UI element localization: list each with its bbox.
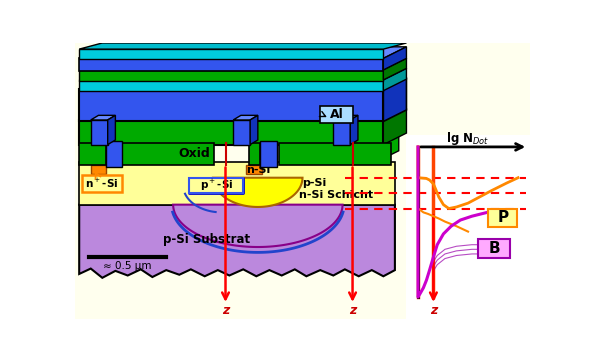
Text: P: P	[497, 210, 508, 225]
Polygon shape	[79, 80, 384, 91]
Polygon shape	[233, 120, 250, 145]
Text: z: z	[430, 304, 437, 318]
Polygon shape	[108, 115, 115, 145]
Text: Oxid: Oxid	[179, 147, 210, 160]
Polygon shape	[478, 239, 511, 258]
Polygon shape	[320, 106, 353, 123]
Polygon shape	[333, 120, 350, 145]
Polygon shape	[79, 143, 106, 165]
Polygon shape	[333, 115, 358, 120]
Polygon shape	[189, 178, 243, 193]
Polygon shape	[280, 143, 391, 165]
Polygon shape	[106, 141, 122, 167]
Polygon shape	[79, 43, 407, 49]
Text: n-Si: n-Si	[246, 165, 270, 175]
Text: Al: Al	[330, 108, 343, 121]
Text: n$^+$-Si: n$^+$-Si	[85, 177, 118, 190]
Text: ≈ 0.5 μm: ≈ 0.5 μm	[103, 261, 152, 271]
Text: p-Si Substrat: p-Si Substrat	[163, 233, 250, 246]
Polygon shape	[79, 162, 395, 205]
Polygon shape	[384, 108, 407, 145]
Text: p-Si: p-Si	[302, 178, 326, 188]
Polygon shape	[91, 115, 115, 120]
Polygon shape	[79, 70, 384, 81]
Polygon shape	[213, 178, 303, 207]
Text: p$^+$-Si: p$^+$-Si	[200, 178, 233, 193]
Text: B: B	[488, 241, 500, 256]
Polygon shape	[384, 68, 407, 91]
Polygon shape	[250, 115, 258, 145]
Polygon shape	[376, 74, 399, 162]
Polygon shape	[249, 143, 260, 165]
Polygon shape	[407, 135, 530, 319]
Polygon shape	[488, 208, 517, 227]
Polygon shape	[79, 205, 395, 278]
Polygon shape	[350, 115, 358, 145]
Polygon shape	[384, 78, 407, 121]
Text: n-Si Schicht: n-Si Schicht	[298, 190, 373, 200]
Polygon shape	[79, 68, 407, 80]
Polygon shape	[233, 115, 258, 120]
Polygon shape	[82, 175, 122, 192]
Polygon shape	[79, 58, 384, 71]
Polygon shape	[76, 43, 530, 319]
Text: lg N$_{Dot}$: lg N$_{Dot}$	[446, 130, 490, 147]
Text: z: z	[349, 304, 356, 318]
Polygon shape	[79, 89, 384, 121]
Polygon shape	[83, 74, 399, 85]
Polygon shape	[384, 58, 407, 80]
Polygon shape	[79, 108, 407, 120]
Polygon shape	[246, 165, 262, 174]
Polygon shape	[91, 120, 108, 145]
Polygon shape	[91, 165, 106, 174]
Polygon shape	[173, 205, 343, 247]
Polygon shape	[122, 143, 214, 165]
Polygon shape	[260, 141, 277, 167]
Text: z: z	[222, 304, 229, 318]
Polygon shape	[79, 120, 384, 145]
Polygon shape	[79, 47, 407, 58]
Polygon shape	[384, 47, 407, 70]
Polygon shape	[79, 49, 384, 59]
Polygon shape	[79, 58, 407, 70]
